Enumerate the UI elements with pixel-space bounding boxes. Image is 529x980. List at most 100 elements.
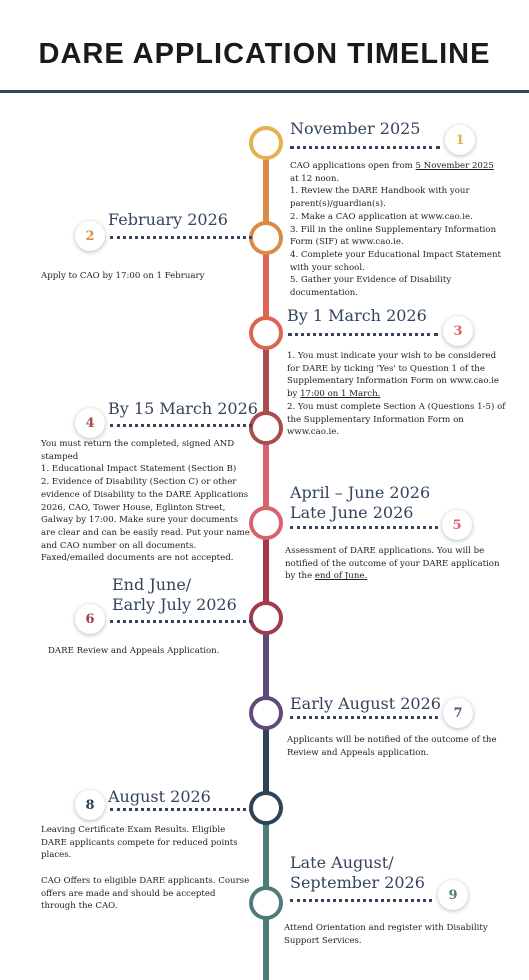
timeline-line-segment bbox=[263, 808, 269, 903]
underlined-deadline: 17:00 on 1 March. bbox=[300, 389, 381, 400]
step-description: Apply to CAO by 17:00 on 1 February bbox=[41, 270, 251, 283]
description-text: Apply to CAO by 17:00 on 1 February bbox=[41, 271, 205, 281]
description-line: Attend Orientation and register with Dis… bbox=[284, 922, 509, 947]
page-title: DARE APPLICATION TIMELINE bbox=[38, 38, 491, 70]
timeline-line-segment bbox=[263, 428, 269, 523]
timeline-node bbox=[249, 601, 283, 635]
step-date-heading: November 2025 bbox=[290, 119, 421, 138]
description-line: DARE Review and Appeals Application. bbox=[48, 645, 258, 658]
description-text: CAO applications open from bbox=[290, 161, 416, 171]
description-line: at 12 noon. bbox=[290, 173, 508, 186]
step-number-badge: 5 bbox=[442, 510, 472, 540]
dotted-connector bbox=[110, 620, 252, 623]
description-line: Applicants will be notified of the outco… bbox=[287, 734, 507, 759]
step-description: DARE Review and Appeals Application. bbox=[48, 645, 258, 658]
description-line: 5. Gather your Evidence of Disability do… bbox=[290, 274, 508, 299]
step-number-badge: 7 bbox=[443, 698, 473, 728]
dotted-connector bbox=[110, 808, 252, 811]
step-number-badge: 2 bbox=[75, 221, 105, 251]
description-line: 1. You must indicate your wish to be con… bbox=[287, 350, 507, 401]
step-description: Leaving Certificate Exam Results. Eligib… bbox=[41, 824, 253, 913]
step-date-heading: By 1 March 2026 bbox=[287, 306, 427, 325]
description-line: 2. Evidence of Disability (Section C) or… bbox=[41, 476, 253, 565]
step-date-heading: February 2026 bbox=[108, 210, 228, 229]
description-text: Leaving Certificate Exam Results. Eligib… bbox=[41, 825, 238, 861]
step-description: You must return the completed, signed AN… bbox=[41, 438, 253, 565]
timeline-node bbox=[249, 316, 283, 350]
step-date-heading: Late August/ bbox=[290, 853, 394, 872]
step-description: Attend Orientation and register with Dis… bbox=[284, 922, 509, 947]
step-number-badge: 3 bbox=[443, 316, 473, 346]
description-line: Apply to CAO by 17:00 on 1 February bbox=[41, 270, 251, 283]
underlined-deadline: end of June. bbox=[314, 571, 368, 582]
description-text: 2. Make a CAO application at www.cao.ie. bbox=[290, 211, 473, 222]
description-text: Assessment of DARE applications. You wil… bbox=[285, 546, 500, 582]
timeline-line-segment bbox=[263, 523, 269, 618]
step-date-heading: April – June 2026 bbox=[290, 483, 431, 502]
description-text: Attend Orientation and register with Dis… bbox=[284, 923, 488, 946]
step-description: 1. You must indicate your wish to be con… bbox=[287, 350, 507, 439]
description-text: 4. Complete your Educational Impact Stat… bbox=[290, 249, 501, 273]
step-number-badge: 4 bbox=[75, 408, 105, 438]
description-line: Leaving Certificate Exam Results. Eligib… bbox=[41, 824, 253, 862]
timeline-line-segment bbox=[263, 143, 269, 238]
description-line: 2. Make a CAO application at www.cao.ie. bbox=[290, 211, 508, 224]
step-date-heading: By 15 March 2026 bbox=[108, 399, 258, 418]
description-text: 3. Fill in the online Supplementary Info… bbox=[290, 224, 497, 248]
description-text: Applicants will be notified of the outco… bbox=[287, 735, 497, 758]
dotted-connector bbox=[290, 146, 440, 149]
title-divider bbox=[0, 90, 529, 93]
timeline-node bbox=[249, 411, 283, 445]
step-number-badge: 8 bbox=[75, 790, 105, 820]
step-date-heading: August 2026 bbox=[108, 787, 211, 806]
step-number-badge: 1 bbox=[445, 125, 475, 155]
step-description: Assessment of DARE applications. You wil… bbox=[285, 545, 510, 583]
timeline-line-segment bbox=[263, 333, 269, 428]
description-text: at 12 noon. bbox=[290, 173, 340, 184]
description-line: 1. Educational Impact Statement (Section… bbox=[41, 463, 253, 476]
description-line bbox=[41, 862, 253, 875]
step-number-badge: 6 bbox=[75, 604, 105, 634]
description-line: 4. Complete your Educational Impact Stat… bbox=[290, 249, 508, 274]
timeline-node bbox=[249, 221, 283, 255]
timeline-line-segment bbox=[263, 903, 269, 980]
description-line: CAO Offers to eligible DARE applicants. … bbox=[41, 875, 253, 913]
step-date-heading: September 2026 bbox=[290, 873, 425, 892]
timeline-line-segment bbox=[263, 238, 269, 333]
step-date-heading: Early August 2026 bbox=[290, 694, 441, 713]
description-line: 2. You must complete Section A (Question… bbox=[287, 401, 507, 439]
dotted-connector bbox=[110, 236, 252, 239]
description-line: 3. Fill in the online Supplementary Info… bbox=[290, 224, 508, 249]
step-date-heading: Early July 2026 bbox=[112, 595, 237, 614]
dotted-connector bbox=[290, 526, 438, 529]
description-text: 2. You must complete Section A (Question… bbox=[287, 401, 506, 438]
description-line: CAO applications open from 5 November 20… bbox=[290, 160, 508, 173]
timeline-node bbox=[249, 886, 283, 920]
description-text: 1. You must indicate your wish to be con… bbox=[287, 351, 500, 400]
description-text: DARE Review and Appeals Application. bbox=[48, 646, 220, 656]
description-line: 1. Review the DARE Handbook with your pa… bbox=[290, 185, 508, 210]
dotted-connector bbox=[290, 716, 438, 719]
dotted-connector bbox=[110, 424, 252, 427]
timeline-line-segment bbox=[263, 713, 269, 808]
step-date-heading: End June/ bbox=[112, 575, 192, 594]
timeline-node bbox=[249, 791, 283, 825]
description-text: 1. Review the DARE Handbook with your pa… bbox=[290, 186, 470, 210]
description-line: Assessment of DARE applications. You wil… bbox=[285, 545, 510, 583]
description-text: You must return the completed, signed AN… bbox=[41, 439, 235, 462]
dotted-connector bbox=[288, 333, 438, 336]
step-description: Applicants will be notified of the outco… bbox=[287, 734, 507, 759]
description-text: 5. Gather your Evidence of Disability do… bbox=[290, 275, 452, 299]
timeline-line-segment bbox=[263, 618, 269, 713]
description-text: 1. Educational Impact Statement (Section… bbox=[41, 464, 237, 475]
timeline-node bbox=[249, 126, 283, 160]
description-text: 2. Evidence of Disability (Section C) or… bbox=[41, 477, 250, 564]
step-description: CAO applications open from 5 November 20… bbox=[290, 160, 508, 300]
timeline-node bbox=[249, 696, 283, 730]
description-line: You must return the completed, signed AN… bbox=[41, 438, 253, 463]
dotted-connector bbox=[290, 899, 432, 902]
timeline-node bbox=[249, 506, 283, 540]
description-text: CAO Offers to eligible DARE applicants. … bbox=[41, 875, 250, 912]
underlined-deadline: 5 November 2025 bbox=[415, 161, 494, 171]
step-date-heading: Late June 2026 bbox=[290, 503, 414, 522]
